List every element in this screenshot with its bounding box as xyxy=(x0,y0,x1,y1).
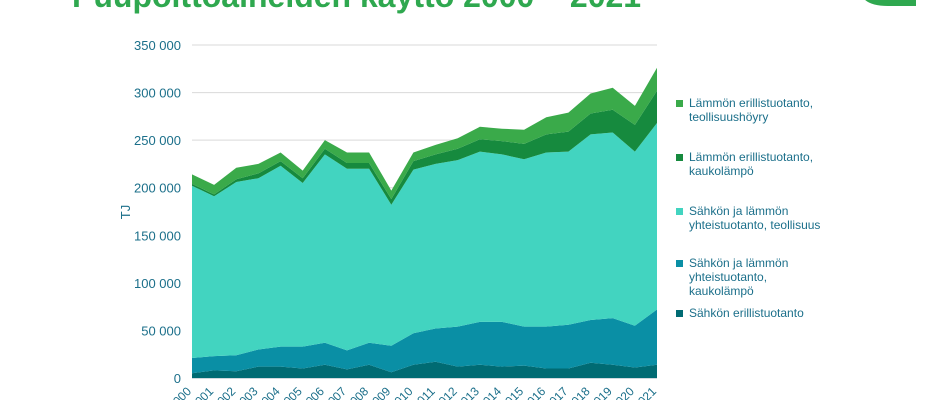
x-axis-ticks: 2000200120022003200420052006200720082009… xyxy=(165,384,659,400)
y-tick-label: 250 000 xyxy=(134,133,181,148)
series-area-1 xyxy=(192,361,657,378)
legend-item: Lämmön erillistuotanto, teollisuushöyry xyxy=(676,96,813,124)
y-tick-label: 300 000 xyxy=(134,86,181,101)
y-tick-label: 100 000 xyxy=(134,276,181,291)
legend-item: Sähkön ja lämmön yhteistuotanto, kaukolä… xyxy=(676,256,788,298)
legend-label: Sähkön ja lämmön yhteistuotanto, kaukolä… xyxy=(689,256,789,298)
legend-label: Sähkön ja lämmön yhteistuotanto, teollis… xyxy=(689,204,821,232)
page-title: Puupolttoaineiden käyttö 2000 – 2021 xyxy=(72,0,641,15)
legend-item: Sähkön ja lämmön yhteistuotanto, teollis… xyxy=(676,204,820,232)
y-axis-label: TJ xyxy=(118,205,133,219)
legend-label: Lämmön erillistuotanto, teollisuushöyry xyxy=(689,96,814,124)
legend-swatch xyxy=(676,154,683,161)
x-tick-label: 2011 xyxy=(410,384,438,400)
legend-item: Sähkön erillistuotanto xyxy=(676,306,804,320)
series-area-4 xyxy=(192,90,657,205)
legend-swatch xyxy=(676,310,683,317)
legend-label: Lämmön erillistuotanto, kaukolämpö xyxy=(689,150,814,178)
y-axis-ticks: 0 50 000 100 000 150 000 200 000 250 000 300 0… xyxy=(134,38,181,386)
logo-leaf-icon xyxy=(865,0,916,6)
series-area-2 xyxy=(192,309,657,374)
legend-swatch xyxy=(676,100,683,107)
legend-item: Lämmön erillistuotanto, kaukolämpö xyxy=(676,150,813,178)
series-area-3 xyxy=(192,123,657,358)
y-tick-label: 200 000 xyxy=(134,181,181,196)
y-tick-label: 350 000 xyxy=(134,38,181,53)
y-tick-label: 0 xyxy=(174,371,181,386)
legend-swatch xyxy=(676,260,683,267)
y-tick-label: 150 000 xyxy=(134,228,181,243)
legend-swatch xyxy=(676,208,683,215)
chart-areas xyxy=(192,67,657,378)
series-area-5 xyxy=(192,67,657,200)
y-tick-label: 50 000 xyxy=(141,323,181,338)
legend-label: Sähkön erillistuotanto xyxy=(689,306,804,320)
x-tick-label: 2000 xyxy=(165,384,194,400)
